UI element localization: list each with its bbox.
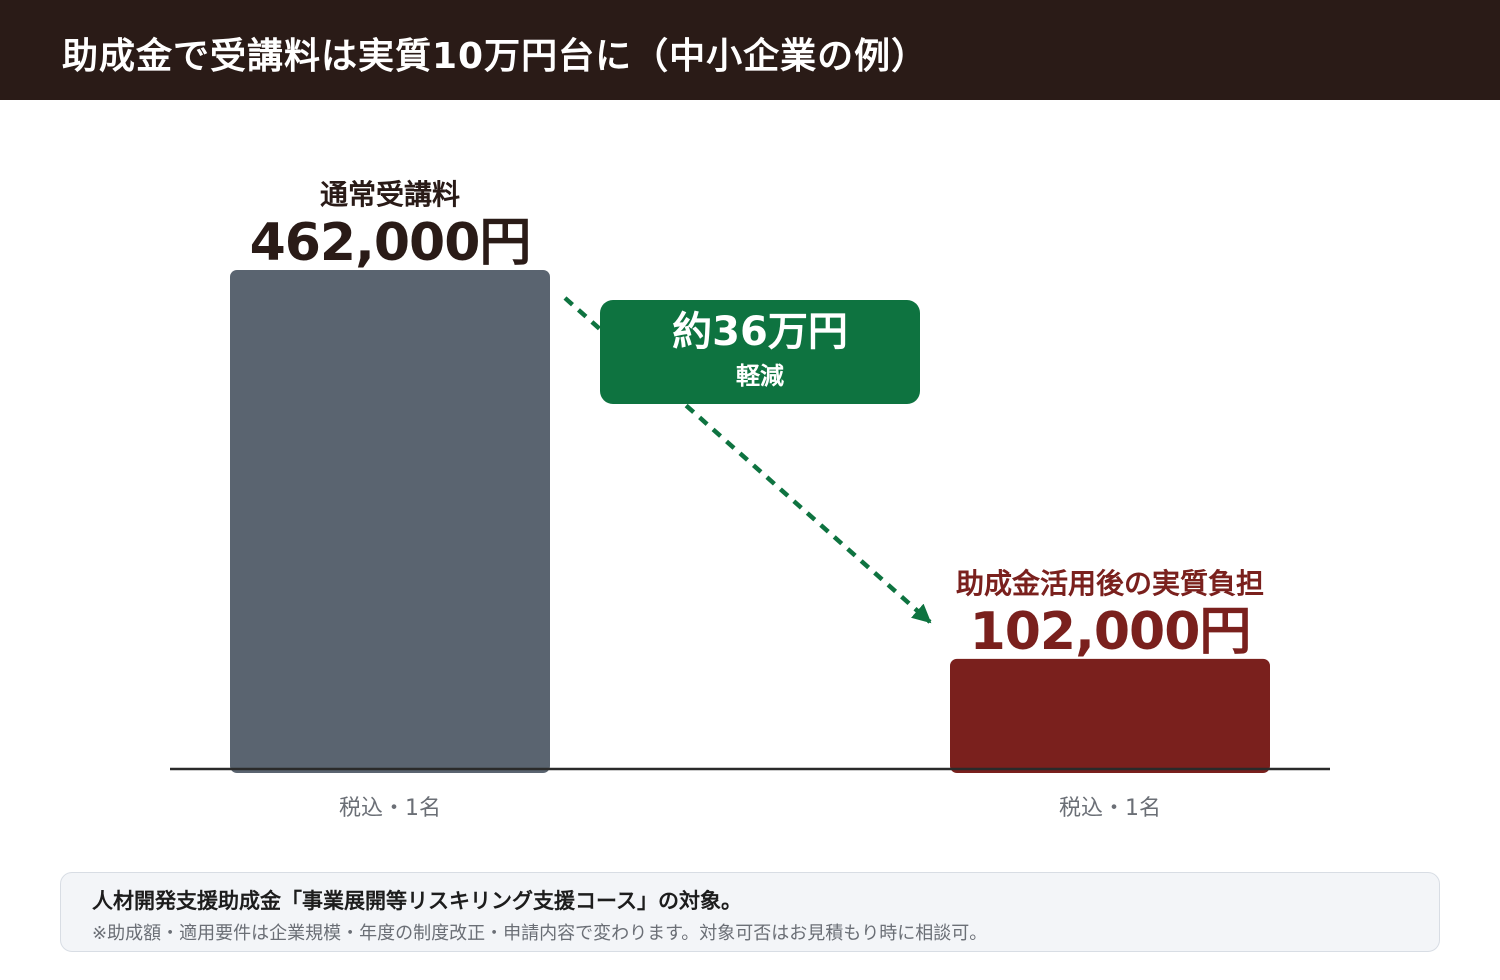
note-main-text: 人材開発支援助成金「事業展開等リスキリング支援コース」の対象。 bbox=[92, 889, 742, 913]
reduction-amount-label: 約36万円 bbox=[672, 309, 848, 355]
category-label-2: 助成金活用後の実質負担 bbox=[956, 567, 1264, 600]
subsidy-note-box: 人材開発支援助成金「事業展開等リスキリング支援コース」の対象。 ※助成額・適用要… bbox=[60, 872, 1440, 952]
reduction-badge bbox=[600, 300, 920, 404]
page-title: 助成金で受講料は実質10万円台に（中小企業の例） bbox=[62, 36, 929, 77]
bar-1 bbox=[230, 270, 550, 773]
bar-2 bbox=[950, 658, 1270, 773]
reduction-caption-label: 軽減 bbox=[736, 362, 784, 390]
value-label-1: 462,000円 bbox=[250, 213, 531, 273]
value-label-2: 102,000円 bbox=[970, 602, 1251, 662]
header-bar: 助成金で受講料は実質10万円台に（中小企業の例） bbox=[0, 0, 1500, 100]
tick-label-1: 税込・1名 bbox=[339, 796, 441, 821]
category-label-1: 通常受講料 bbox=[320, 178, 460, 211]
note-disclaimer-text: ※助成額・適用要件は企業規模・年度の制度改正・申請内容で変わります。対象可否はお… bbox=[92, 923, 988, 944]
tick-label-2: 税込・1名 bbox=[1059, 796, 1161, 821]
